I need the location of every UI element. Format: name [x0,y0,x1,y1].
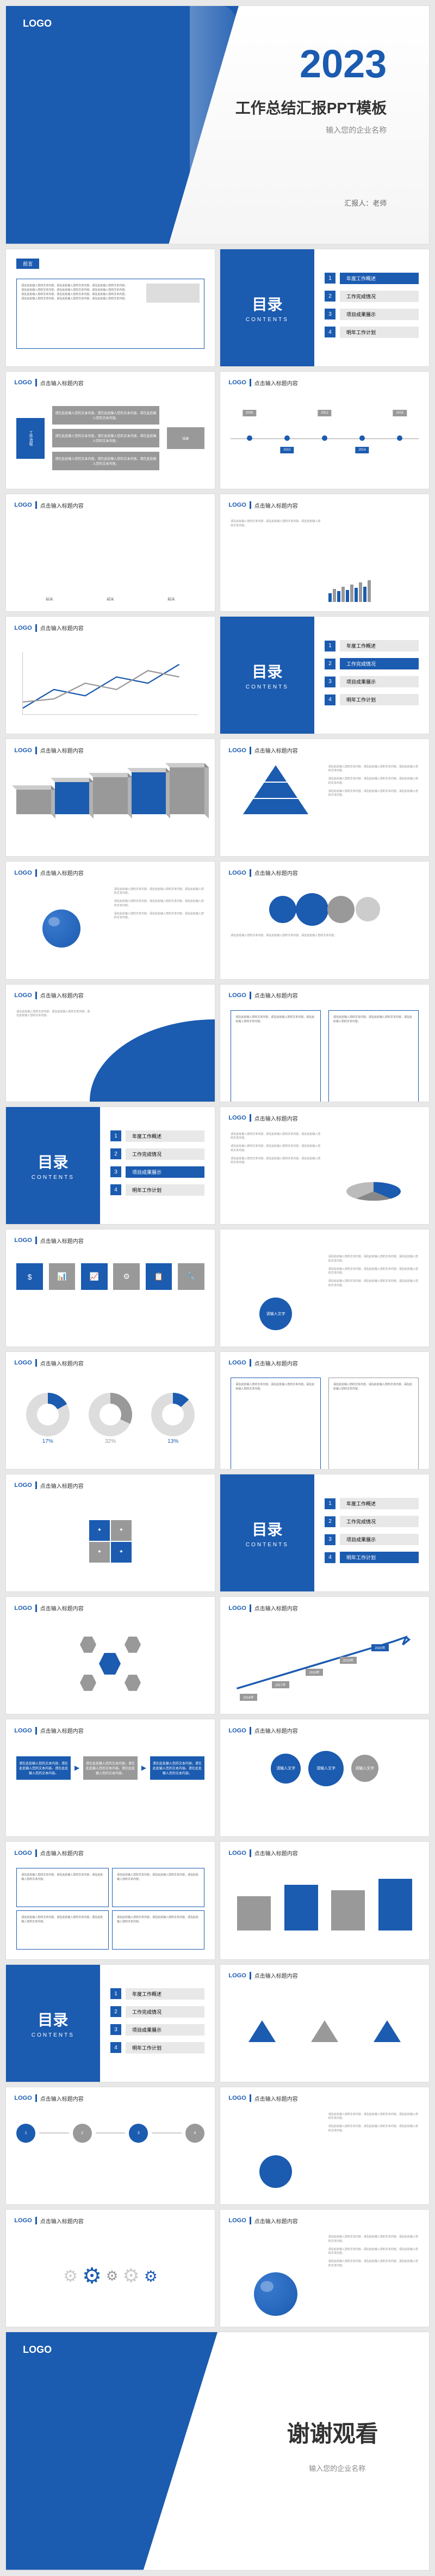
end-curl [6,2332,217,2570]
flow-box: 请在此处输入您的文本内容，请在此处输入您的文本内容。请在此处输入您的文本内容。 [52,406,159,425]
preface-slide: 前言 请在此处输入您的文本内容，请在此处输入您的文本内容。请在此处输入您的文本内… [5,249,215,367]
growth-slide: LOGO点击输入标题内容 2016年 2017年 2018年 2019年 202… [220,1596,430,1714]
preface-badge: 前言 [16,259,39,269]
circle-flow: 1 2 3 4 [16,2124,204,2143]
circle-lines-slide: LOGO点击输入标题内容 请在此处输入您的文本内容，请在此处输入您的文本内容。请… [220,2087,430,2205]
bar-chart-slide: LOGO点击输入标题内容 52%期末 45%期末 70%期末 [5,494,215,612]
flow-row: 请在此处输入您的文本内容，请在此处输入您的文本内容。请在此处输入您的文本内容。 … [16,1756,204,1780]
line-chart [16,642,204,724]
gear-icon: ⚙ [122,2265,139,2287]
gear-icon: ⚙ [144,2267,158,2285]
line-chart-slide: LOGO点击输入标题内容 [5,616,215,734]
boxes-3d [16,765,204,814]
puzzle-piece: ✦ [89,1520,110,1541]
cover-slide: LOGO 2023 工作总结汇报PPT模板 输入您的企业名称 汇报人：老师 [5,5,430,244]
flow-box: 请在此处输入您的文本内容，请在此处输入您的文本内容。请在此处输入您的文本内容。 [52,429,159,447]
donuts-row: 17% 32% 13% [16,1378,204,1460]
toc-item: 2工作完成情况 [325,291,419,302]
toc-slide-1: 目录 CONTENTS 1年度工作概述 2工作完成情况 3项目成果展示 4明年工… [220,249,430,367]
toc-slide-5: 目录CONTENTS 1年度工作概述 2工作完成情况 3项目成果展示 4明年工作… [5,1964,215,2082]
toc-slide-3: 目录CONTENTS 1年度工作概述 2工作完成情况 3项目成果展示 4明年工作… [5,1106,215,1225]
growth-chart: 2016年 2017年 2018年 2019年 2020年 [231,1622,419,1705]
circles-slide: LOGO点击输入标题内容 请在此处输入您的文本内容，请在此处输入您的文本内容。请… [220,861,430,979]
circle-badge: 请输入文字 [259,1298,292,1330]
hexagon-slide: LOGO点击输入标题内容 [5,1596,215,1714]
half-curl-slide: LOGO点击输入标题内容 请在此处输入您的文本内容，请在此处输入您的文本内容。请… [5,984,215,1102]
circles-sizes-slide: LOGO点击输入标题内容 请输入文字 请输入文字 请输入文字 [220,1719,430,1837]
slide-grid: LOGO 2023 工作总结汇报PPT模板 输入您的企业名称 汇报人：老师 前言… [5,5,430,2571]
triangle-icon [248,2020,276,2042]
flow-end: 结果 [167,427,204,449]
flow-slide: LOGO点击输入标题内容 工作流程 请在此处输入您的文本内容，请在此处输入您的文… [5,371,215,489]
toc-item: 4明年工作计划 [325,327,419,338]
flow-arrows-slide: LOGO点击输入标题内容 请在此处输入您的文本内容，请在此处输入您的文本内容。请… [5,1719,215,1837]
cover-logo: LOGO [23,18,52,29]
circle-badge-slide: 请输入文字 请在此处输入您的文本内容，请在此处输入您的文本内容。请在此处输入您的… [220,1229,430,1347]
bar-chart: 52%期末 45%期末 70%期末 [16,520,204,602]
end-slide: LOGO 谢谢观看 输入您的企业名称 [5,2332,430,2571]
timeline: 2008 2010 2012 2014 2016 [231,397,419,479]
timeline-slide: LOGO点击输入标题内容 2008 2010 2012 2014 2016 [220,371,430,489]
toc-item: 3项目成果展示 [325,309,419,320]
gear-icon: ⚙ [82,2264,102,2289]
globe-icon [254,2272,297,2316]
pyramid [243,765,308,814]
icons-slide: LOGO点击输入标题内容 $ 📊 📈 ⚙ 📋 🔧 [5,1229,215,1347]
globe-slide: LOGO点击输入标题内容 请在此处输入您的文本内容，请在此处输入您的文本内容。请… [5,861,215,979]
icon-box: $ [16,1263,43,1290]
cover-presenter: 汇报人：老师 [344,198,387,208]
toc-list: 1年度工作概述 2工作完成情况 3项目成果展示 4明年工作计划 [325,273,419,345]
toc-item: 1年度工作概述 [325,273,419,284]
toc-slide-2: 目录CONTENTS 1年度工作概述 2工作完成情况 3项目成果展示 4明年工作… [220,616,430,734]
cover-subtitle: 输入您的企业名称 [326,125,387,136]
pyramid-slide: LOGO点击输入标题内容 请在此处输入您的文本内容，请在此处输入您的文本内容。请… [220,739,430,857]
circle-icon [269,896,296,923]
hexagon-cluster [72,1637,148,1691]
buildings-row [231,1873,419,1931]
cover-title: 工作总结汇报PPT模板 [235,96,387,118]
end-logo: LOGO [23,2344,52,2356]
building-icon [237,1896,271,1931]
small-bars [328,580,371,602]
puzzle-slide: LOGO点击输入标题内容 ✦ ✦ ✦ ✦ [5,1474,215,1592]
pie-3d-chart [346,1182,401,1200]
circles-sizes: 请输入文字 请输入文字 请输入文字 [231,1751,419,1786]
arrow-icon: ▶ [74,1764,79,1772]
circles-row [231,893,419,926]
toc-en: CONTENTS [246,317,289,323]
pie-3d-slide: LOGO点击输入标题内容 请在此处输入您的文本内容，请在此处输入您的文本内容。请… [220,1106,430,1225]
center-circle [259,2155,292,2188]
triangle-cluster-slide: LOGO点击输入标题内容 [220,1964,430,2082]
gear-icon: ⚙ [106,2268,118,2284]
preface-box: 请在此处输入您的文本内容，请在此处输入您的文本内容。请在此处输入您的文本内容。 … [16,279,204,349]
donuts-slide: LOGO点击输入标题内容 17% 32% 13% [5,1351,215,1470]
buildings-slide: LOGO点击输入标题内容 [220,1841,430,1959]
toc-slide-4: 目录CONTENTS 1年度工作概述 2工作完成情况 3项目成果展示 4明年工作… [220,1474,430,1592]
circle-flow-slide: LOGO点击输入标题内容 1 2 3 4 [5,2087,215,2205]
cover-year: 2023 [300,42,387,87]
two-col-text-slide: LOGO点击输入标题内容 请在此处输入您的文本内容，请在此处输入您的文本内容。请… [220,984,430,1102]
flow-start: 工作流程 [16,418,45,459]
gear-icon: ⚙ [63,2267,78,2286]
flow-box: 请在此处输入您的文本内容，请在此处输入您的文本内容。请在此处输入您的文本内容。 [52,452,159,470]
globe-slide-2: LOGO点击输入标题内容 请在此处输入您的文本内容，请在此处输入您的文本内容。请… [220,2209,430,2327]
icons-row: $ 📊 📈 ⚙ 📋 🔧 [16,1263,204,1290]
two-boxes-slide: LOGO点击输入标题内容 请在此处输入您的文本内容，请在此处输入您的文本内容。请… [220,1351,430,1470]
boxes-3d-slide: LOGO点击输入标题内容 [5,739,215,857]
four-panels-slide: LOGO点击输入标题内容 请在此处输入您的文本内容，请在此处输入您的文本内容。请… [5,1841,215,1959]
puzzle-grid: ✦ ✦ ✦ ✦ [89,1520,132,1563]
gears-slide: LOGO点击输入标题内容 ⚙ ⚙ ⚙ ⚙ ⚙ [5,2209,215,2327]
end-subtitle: 输入您的企业名称 [309,2463,365,2473]
donut-chart [26,1393,70,1436]
preface-image [146,284,200,303]
end-title: 谢谢观看 [287,2415,378,2449]
small-bars-slide: LOGO点击输入标题内容 请在此处输入您的文本内容，请在此处输入您的文本内容。请… [220,494,430,612]
toc-left-panel: 目录 CONTENTS [220,249,314,366]
cover-curl [6,6,239,244]
toc-cn: 目录 [252,293,282,315]
globe-icon [42,909,80,948]
